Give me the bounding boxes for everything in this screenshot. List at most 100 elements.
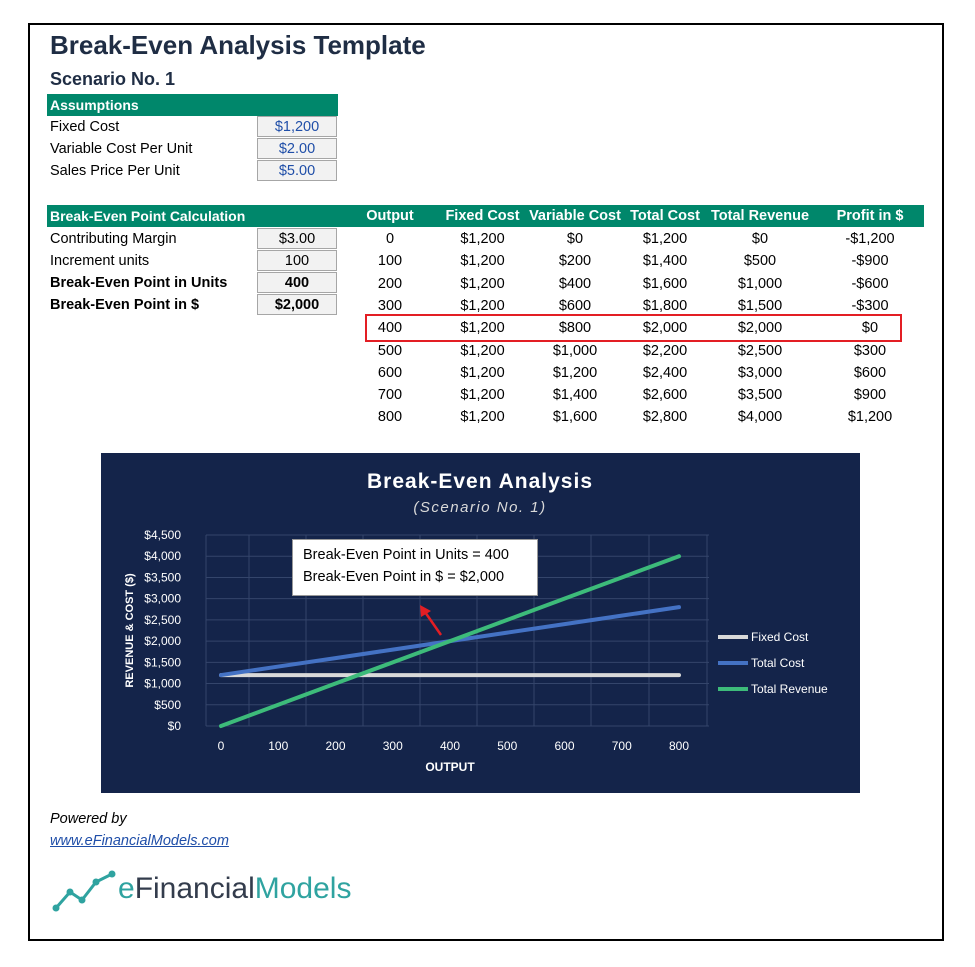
- sales-price-input[interactable]: $5.00: [257, 160, 337, 181]
- y-tick-label: $2,500: [144, 613, 181, 627]
- table-cell-output[interactable]: 400: [377, 320, 403, 337]
- table-cell-variable-cost[interactable]: $1,200: [552, 364, 598, 381]
- table-cell-total-cost[interactable]: $2,600: [642, 387, 688, 404]
- table-cell-output[interactable]: 700: [377, 387, 403, 404]
- chart-subtitle: (Scenario No. 1): [413, 499, 546, 516]
- table-cell-variable-cost[interactable]: $1,000: [552, 342, 598, 359]
- y-tick-label: $4,000: [144, 549, 181, 563]
- table-cell-total-cost[interactable]: $1,400: [642, 253, 688, 270]
- y-tick-label: $2,000: [144, 634, 181, 648]
- data-point: [334, 656, 337, 660]
- table-cell-fixed-cost[interactable]: $1,200: [460, 387, 505, 404]
- table-cell-profit[interactable]: -$300: [851, 297, 889, 314]
- table-cell-total-revenue[interactable]: $3,500: [737, 387, 783, 404]
- x-tick-label: 800: [669, 739, 689, 753]
- data-point: [448, 639, 452, 643]
- table-cell-output[interactable]: 600: [377, 364, 403, 381]
- table-cell-total-cost[interactable]: $1,200: [642, 231, 688, 247]
- table-cell-fixed-cost[interactable]: $1,200: [460, 275, 505, 292]
- table-cell-total-cost[interactable]: $2,000: [642, 320, 688, 337]
- y-tick-label: $3,000: [144, 592, 181, 606]
- table-cell-total-cost[interactable]: $1,800: [642, 297, 688, 314]
- break-even-dollars-value[interactable]: $2,000: [257, 294, 337, 315]
- fixed-cost-label: Fixed Cost: [50, 119, 120, 135]
- contributing-margin-value[interactable]: $3.00: [257, 228, 337, 249]
- table-cell-variable-cost[interactable]: $0: [566, 231, 584, 247]
- contributing-margin-label: Contributing Margin: [50, 231, 177, 247]
- col-header-total-revenue: Total Revenue: [710, 208, 810, 224]
- y-tick-label: $0: [168, 719, 182, 733]
- table-cell-fixed-cost[interactable]: $1,200: [460, 320, 505, 337]
- table-cell-variable-cost[interactable]: $200: [558, 253, 592, 270]
- table-cell-variable-cost[interactable]: $800: [558, 320, 592, 337]
- table-cell-output[interactable]: 800: [377, 409, 403, 426]
- variable-cost-label: Variable Cost Per Unit: [50, 141, 193, 157]
- table-cell-total-revenue[interactable]: $1,500: [737, 297, 783, 314]
- table-cell-profit[interactable]: $0: [861, 320, 879, 337]
- table-cell-variable-cost[interactable]: $400: [558, 275, 592, 292]
- x-tick-label: 100: [268, 739, 288, 753]
- table-cell-total-cost[interactable]: $2,400: [642, 364, 688, 381]
- data-point: [334, 682, 337, 686]
- break-even-chart: Break-Even Analysis (Scenario No. 1) $0 $50…: [101, 453, 860, 793]
- table-cell-total-revenue[interactable]: $1,000: [737, 275, 783, 292]
- table-cell-profit[interactable]: $600: [853, 364, 887, 381]
- table-cell-total-cost[interactable]: $1,600: [642, 275, 688, 292]
- table-cell-profit[interactable]: -$900: [851, 253, 889, 270]
- table-cell-fixed-cost[interactable]: $1,200: [460, 297, 505, 314]
- table-cell-output[interactable]: 200: [377, 275, 403, 292]
- x-tick-label: 500: [497, 739, 517, 753]
- data-point: [276, 703, 280, 707]
- col-header-output: Output: [366, 208, 414, 224]
- table-cell-profit[interactable]: $1,200: [847, 409, 893, 426]
- table-cell-total-revenue[interactable]: $2,000: [737, 320, 783, 337]
- table-cell-total-revenue[interactable]: $3,000: [737, 364, 783, 381]
- x-tick-label: 200: [325, 739, 345, 753]
- callout-line-units: Break-Even Point in Units = 400: [303, 547, 509, 563]
- table-cell-variable-cost[interactable]: $600: [558, 297, 592, 314]
- page-frame: [28, 23, 944, 941]
- scenario-subtitle: Scenario No. 1: [50, 69, 176, 89]
- chart-callout: Break-Even Point in Units = 400 Break-Ev…: [292, 539, 538, 596]
- col-header-variable-cost: Variable Cost: [529, 208, 621, 224]
- y-tick-label: $1,000: [144, 677, 181, 691]
- table-cell-variable-cost[interactable]: $1,400: [552, 387, 598, 404]
- break-even-units-value[interactable]: 400: [257, 272, 337, 293]
- y-tick-label: $1,500: [144, 655, 181, 669]
- table-cell-total-cost[interactable]: $2,200: [642, 342, 688, 359]
- data-point: [563, 597, 566, 601]
- table-cell-output[interactable]: 0: [385, 231, 395, 247]
- break-even-row-highlight: [365, 314, 902, 342]
- fixed-cost-input[interactable]: $1,200: [257, 116, 337, 137]
- calculation-header-bar: Break-Even Point Calculation: [47, 205, 924, 227]
- break-even-units-label: Break-Even Point in Units: [50, 275, 228, 291]
- assumptions-header: Assumptions: [47, 94, 338, 116]
- col-header-total-cost: Total Cost: [630, 208, 700, 224]
- increment-units-value[interactable]: 100: [257, 250, 337, 271]
- table-cell-fixed-cost[interactable]: $1,200: [460, 342, 505, 359]
- table-cell-output[interactable]: 500: [377, 342, 403, 359]
- variable-cost-input[interactable]: $2.00: [257, 138, 337, 159]
- table-cell-profit[interactable]: -$1,200: [845, 231, 895, 247]
- website-link[interactable]: www.eFinancialModels.com: [50, 833, 229, 849]
- data-point: [391, 660, 395, 664]
- table-cell-profit[interactable]: $900: [853, 387, 887, 404]
- table-cell-fixed-cost[interactable]: $1,200: [460, 409, 505, 426]
- table-cell-fixed-cost[interactable]: $1,200: [460, 364, 505, 381]
- x-axis-label: OUTPUT: [425, 760, 475, 774]
- col-header-profit: Profit in $: [836, 208, 904, 224]
- table-cell-total-revenue[interactable]: $4,000: [737, 409, 783, 426]
- logo-financial: Financial: [134, 872, 255, 905]
- table-cell-fixed-cost[interactable]: $1,200: [460, 253, 505, 270]
- data-point: [334, 673, 337, 677]
- table-cell-total-revenue[interactable]: $0: [751, 231, 769, 247]
- table-cell-profit[interactable]: $300: [853, 342, 887, 359]
- table-cell-total-revenue[interactable]: $2,500: [737, 342, 783, 359]
- table-cell-profit[interactable]: -$600: [851, 275, 889, 292]
- table-cell-output[interactable]: 300: [377, 297, 403, 314]
- table-cell-fixed-cost[interactable]: $1,200: [460, 231, 505, 247]
- table-cell-total-cost[interactable]: $2,800: [642, 409, 688, 426]
- table-cell-output[interactable]: 100: [377, 253, 403, 270]
- table-cell-total-revenue[interactable]: $500: [743, 253, 777, 270]
- table-cell-variable-cost[interactable]: $1,600: [552, 409, 598, 426]
